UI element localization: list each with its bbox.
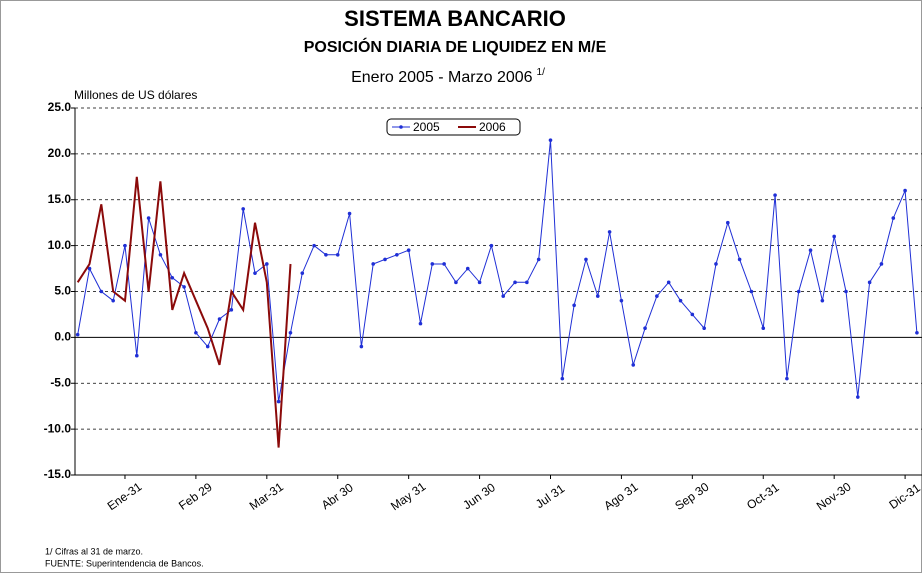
point (217, 317, 222, 321)
point (702, 326, 706, 331)
point (915, 330, 919, 335)
point (430, 262, 435, 266)
point (312, 243, 316, 248)
point (477, 280, 482, 285)
legend-label: 2006 (479, 120, 506, 134)
point (418, 321, 423, 326)
point (194, 330, 198, 335)
point (584, 257, 588, 262)
point (678, 298, 683, 303)
point (773, 193, 777, 197)
point (513, 280, 517, 285)
y-tick-label: 10.0 (48, 238, 72, 252)
point (619, 298, 624, 303)
footnote: 1/ Cifras al 31 de marzo. (45, 546, 143, 556)
point (158, 253, 163, 257)
period-note: 1/ (537, 67, 546, 78)
y-tick-label: 5.0 (54, 284, 71, 298)
legend-box (386, 118, 521, 136)
period-text: Enero 2005 - Marzo 2006 (351, 69, 533, 86)
y-tick-label: 0.0 (54, 330, 71, 344)
point (903, 188, 907, 193)
point (856, 395, 860, 399)
point (324, 253, 328, 257)
point (726, 220, 730, 225)
point (406, 248, 411, 253)
series-line (77, 140, 918, 402)
point (525, 280, 529, 285)
y-tick-label: -5.0 (50, 375, 71, 389)
point (99, 289, 104, 294)
point (749, 289, 754, 294)
point (276, 399, 281, 404)
point (808, 248, 813, 253)
point (891, 216, 896, 220)
point (607, 230, 612, 234)
point (135, 353, 139, 358)
point (867, 280, 872, 285)
footnote: FUENTE: Superintendencia de Bancos. (45, 558, 204, 568)
point (335, 253, 340, 257)
point (666, 280, 671, 285)
point (572, 303, 576, 308)
point (182, 285, 186, 289)
point (796, 289, 801, 294)
point (300, 271, 305, 275)
point (690, 312, 695, 317)
point (288, 330, 293, 335)
point (560, 376, 565, 381)
point (820, 298, 825, 303)
point (359, 344, 364, 349)
chart-subtitle: POSICIÓN DIARIA DE LIQUIDEZ EN M/E (304, 37, 607, 56)
point (442, 262, 446, 266)
point (347, 211, 352, 216)
point (371, 262, 376, 266)
point (253, 271, 257, 275)
point (501, 294, 506, 298)
y-tick-label: -15.0 (44, 467, 72, 481)
y-axis-label: Millones de US dólares (74, 88, 197, 102)
series-line (76, 176, 292, 448)
point (844, 289, 848, 294)
legend-marker (399, 125, 403, 129)
point (241, 207, 245, 211)
point (595, 294, 600, 298)
point (879, 262, 884, 266)
point (87, 266, 92, 271)
point (761, 326, 766, 331)
point (489, 243, 494, 248)
point (265, 262, 269, 266)
point (205, 344, 210, 349)
y-tick-label: 25.0 (48, 100, 72, 114)
period: Enero 2005 - Marzo 2006 1/ (351, 67, 545, 87)
chart-title: SISTEMA BANCARIO (344, 6, 566, 31)
point (643, 326, 647, 331)
point (229, 308, 234, 312)
point (655, 294, 659, 298)
point (454, 280, 458, 285)
point (383, 257, 387, 262)
point (548, 138, 553, 142)
point (111, 298, 115, 303)
y-tick-label: 20.0 (48, 146, 72, 160)
point (631, 363, 636, 367)
point (714, 262, 718, 266)
point (737, 257, 742, 262)
point (785, 376, 789, 381)
y-tick-label: 15.0 (48, 192, 72, 206)
point (395, 253, 399, 257)
point (832, 234, 836, 239)
y-tick-label: -10.0 (44, 421, 72, 435)
legend-label: 2005 (413, 120, 440, 134)
point (465, 266, 470, 271)
point (170, 275, 175, 280)
point (146, 216, 151, 220)
point (536, 257, 541, 262)
point (75, 332, 80, 337)
point (123, 243, 127, 248)
